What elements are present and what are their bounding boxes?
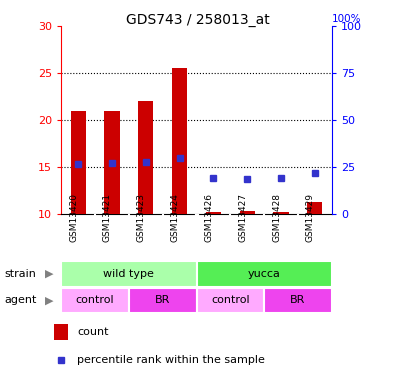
Text: 100%: 100% <box>332 14 361 24</box>
Bar <box>172 68 187 214</box>
Bar <box>240 211 255 214</box>
Text: GSM13423: GSM13423 <box>137 193 146 242</box>
Bar <box>197 288 264 313</box>
Text: ▶: ▶ <box>45 296 54 305</box>
Bar <box>71 111 86 214</box>
Text: wild type: wild type <box>103 269 154 279</box>
Text: control: control <box>76 296 115 305</box>
Text: GSM13426: GSM13426 <box>205 193 213 242</box>
Bar <box>129 288 197 313</box>
Bar <box>273 212 289 214</box>
Text: GSM13420: GSM13420 <box>69 193 78 242</box>
Text: percentile rank within the sample: percentile rank within the sample <box>77 355 265 365</box>
Text: GSM13424: GSM13424 <box>171 193 180 242</box>
Bar <box>264 288 332 313</box>
Bar <box>197 261 332 287</box>
Text: control: control <box>211 296 250 305</box>
Text: BR: BR <box>290 296 306 305</box>
Text: GSM13427: GSM13427 <box>238 193 247 242</box>
Text: GSM13429: GSM13429 <box>306 193 315 242</box>
Text: GSM13421: GSM13421 <box>103 193 112 242</box>
Text: yucca: yucca <box>248 269 280 279</box>
Bar <box>307 202 322 214</box>
Text: agent: agent <box>4 296 36 305</box>
Bar <box>206 212 221 214</box>
Bar <box>104 111 120 214</box>
Text: ▶: ▶ <box>45 269 54 279</box>
Text: count: count <box>77 327 109 337</box>
Bar <box>61 288 129 313</box>
Text: BR: BR <box>155 296 170 305</box>
Text: strain: strain <box>4 269 36 279</box>
Bar <box>138 101 153 214</box>
Text: GDS743 / 258013_at: GDS743 / 258013_at <box>126 13 269 27</box>
Bar <box>61 261 197 287</box>
Text: GSM13428: GSM13428 <box>272 193 281 242</box>
Bar <box>54 324 68 340</box>
